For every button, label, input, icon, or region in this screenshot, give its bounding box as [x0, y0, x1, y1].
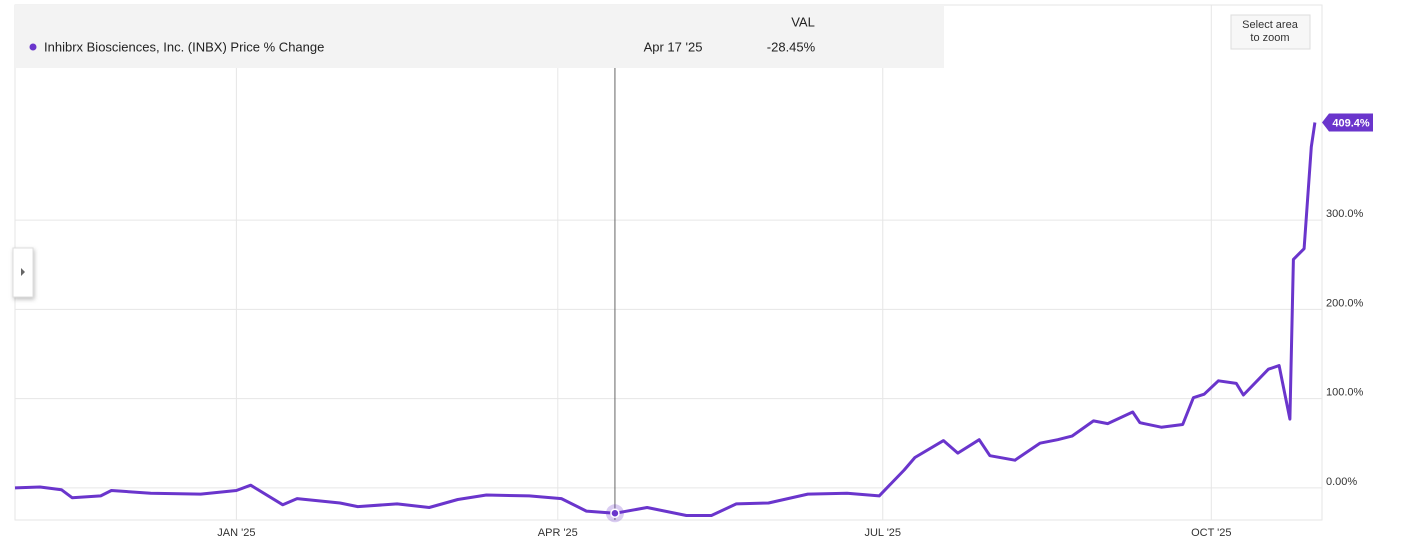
- toggle-arrow: [21, 268, 25, 276]
- x-tick-label: OCT '25: [1191, 527, 1231, 539]
- legend-label: Inhibrx Biosciences, Inc. (INBX) Price %…: [44, 39, 324, 54]
- y-tick-label: 200.0%: [1326, 297, 1364, 309]
- tooltip-value: -28.45%: [767, 39, 816, 54]
- tooltip-header: VAL: [791, 14, 815, 29]
- plot-area: [14, 4, 1323, 521]
- price-line: [14, 122, 1317, 517]
- sidebar-toggle[interactable]: [12, 247, 34, 298]
- y-tick-label: 0.00%: [1326, 476, 1357, 488]
- tooltip-box: [15, 5, 944, 68]
- zoom-button-bg[interactable]: [1230, 14, 1311, 50]
- x-tick-label: APR '25: [538, 527, 578, 539]
- last-value-label: 409.4%: [1332, 117, 1370, 129]
- tooltip-date: Apr 17 '25: [644, 39, 703, 54]
- hover-point: [610, 508, 620, 519]
- y-tick-label: 100.0%: [1326, 387, 1364, 399]
- y-tick-label: 300.0%: [1326, 208, 1364, 220]
- zoom-button-label[interactable]: Select area to zoom: [1242, 19, 1299, 44]
- legend-marker: [29, 43, 37, 51]
- x-tick-label: JUL '25: [864, 527, 901, 539]
- zoom-button[interactable]: Select area to zoom: [1230, 14, 1311, 50]
- last-value-flag: [1322, 113, 1373, 132]
- x-tick-label: JAN '25: [217, 527, 255, 539]
